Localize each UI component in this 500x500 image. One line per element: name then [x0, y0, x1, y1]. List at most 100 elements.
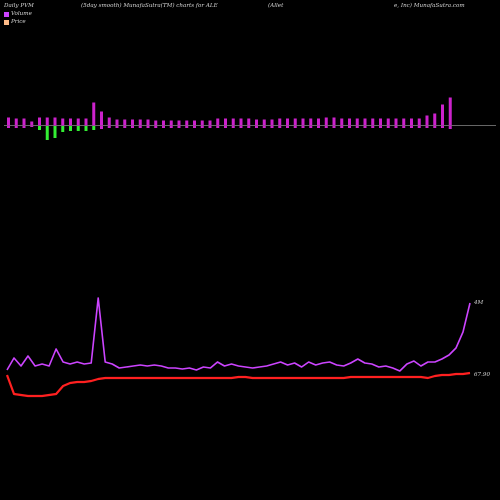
- pvm-bar-down: [433, 126, 437, 128]
- pvm-bar-up: [38, 117, 41, 126]
- pvm-bar-down: [92, 126, 96, 130]
- pvm-bar-up: [255, 119, 258, 126]
- pvm-bar-down: [107, 126, 111, 128]
- pvm-bar-up: [417, 118, 421, 126]
- pvm-bar-up: [154, 120, 158, 126]
- pvm-bar-up: [76, 118, 80, 126]
- pvm-bar-down: [394, 126, 398, 128]
- pvm-bar-down: [379, 126, 382, 128]
- pvm-bar-down: [224, 126, 227, 128]
- pvm-bar-up: [123, 119, 127, 126]
- pvm-bar-up: [169, 120, 173, 126]
- pvm-bar-down: [417, 126, 421, 128]
- pvm-bar-up: [448, 97, 452, 126]
- legend-volume: Volume: [4, 11, 32, 17]
- pvm-bar-up: [348, 118, 351, 126]
- pvm-bar-up: [138, 119, 142, 126]
- legend-price-swatch: [4, 19, 9, 25]
- pvm-bar-down: [247, 126, 251, 128]
- pvm-bar-down: [231, 126, 235, 128]
- pvm-bar-up: [293, 118, 297, 126]
- pvm-bar-down: [425, 126, 429, 128]
- pvm-bar-up: [200, 120, 204, 126]
- pvm-bar-up: [177, 120, 181, 126]
- legend-volume-swatch: [4, 11, 9, 17]
- pvm-bar-up: [69, 118, 72, 126]
- pvm-bar-up: [324, 117, 328, 126]
- pvm-bar-up: [425, 115, 429, 126]
- pvm-bar-up: [371, 118, 375, 126]
- pvm-bar-up: [61, 118, 65, 126]
- pvm-bar-up: [363, 118, 367, 126]
- pvm-bar-up: [208, 120, 212, 126]
- pvm-bar-up: [270, 119, 274, 126]
- pvm-bar-up: [146, 119, 150, 126]
- pvm-bar-down: [69, 126, 72, 131]
- header-title-part1: Daily PVM: [4, 3, 34, 9]
- pvm-bar-up: [379, 118, 382, 126]
- pvm-bar-up: [239, 118, 243, 126]
- pvm-bar-down: [348, 126, 351, 128]
- volume-line: [6, 297, 471, 372]
- pvm-bar-up: [30, 121, 34, 126]
- pvm-bar-down: [200, 126, 204, 128]
- pvm-bar-down: [154, 126, 158, 128]
- pvm-bar-down: [138, 126, 142, 128]
- pvm-bar-up: [317, 118, 320, 126]
- pvm-bar-down: [7, 126, 10, 128]
- pvm-bar-down: [278, 126, 282, 128]
- pvm-bar-down: [162, 126, 165, 128]
- pvm-bar-down: [22, 126, 26, 128]
- pvm-bar-down: [371, 126, 375, 128]
- pvm-bar-down: [216, 126, 220, 128]
- pvm-bar-down: [270, 126, 274, 128]
- pvm-bar-up: [402, 118, 406, 126]
- pvm-bar-down: [30, 126, 34, 127]
- pvm-bar-down: [317, 126, 320, 128]
- pvm-bar-up: [262, 119, 266, 126]
- pvm-bar-up: [224, 118, 227, 126]
- pvm-bar-up: [231, 118, 235, 126]
- pvm-bar-up: [45, 117, 49, 126]
- pvm-bar-down: [293, 126, 297, 128]
- header-title-part4: e, Inc) MunafaSutra.com: [394, 3, 465, 9]
- pvm-bar-down: [386, 126, 390, 128]
- pvm-bar-up: [340, 118, 344, 126]
- pvm-bar-down: [448, 126, 452, 129]
- pvm-bar-up: [247, 118, 251, 126]
- pvm-bar-up: [301, 118, 305, 126]
- pvm-bar-up: [131, 119, 134, 126]
- pvm-bar-down: [262, 126, 266, 128]
- pvm-bar-down: [185, 126, 189, 128]
- pvm-bar-down: [301, 126, 305, 128]
- pvm-bar-up: [286, 118, 289, 126]
- pvm-bar-down: [146, 126, 150, 128]
- pvm-bar-up: [216, 118, 220, 126]
- pvm-bar-down: [355, 126, 359, 128]
- pvm-bar-down: [441, 126, 444, 128]
- pvm-bar-up: [22, 118, 26, 126]
- pvm-bar-down: [208, 126, 212, 128]
- pvm-bar-down: [332, 126, 336, 128]
- pvm-bar-down: [76, 126, 80, 131]
- legend-volume-label: Volume: [11, 11, 32, 17]
- pvm-bar-up: [309, 118, 313, 126]
- pvm-bar-up: [410, 118, 413, 126]
- pvm-bar-up: [185, 120, 189, 126]
- pvm-bar-up: [115, 119, 119, 126]
- pvm-bar-up: [100, 111, 103, 126]
- pvm-bar-up: [107, 117, 111, 126]
- price-end-label: 67.90: [474, 372, 490, 378]
- header-title-part2: (5day smooth) MunafaSutra(TM) charts for…: [81, 3, 218, 9]
- header-title-part3: (Allet: [268, 3, 284, 9]
- volume-end-label: 4M: [473, 300, 484, 306]
- pvm-bar-down: [53, 126, 57, 138]
- pvm-bar-down: [123, 126, 127, 128]
- pvm-bar-up: [278, 118, 282, 126]
- pvm-bar-down: [100, 126, 103, 129]
- pvm-bar-down: [177, 126, 181, 128]
- pvm-bar-up: [53, 117, 57, 126]
- pvm-bar-down: [340, 126, 344, 128]
- pvm-bar-down: [14, 126, 18, 128]
